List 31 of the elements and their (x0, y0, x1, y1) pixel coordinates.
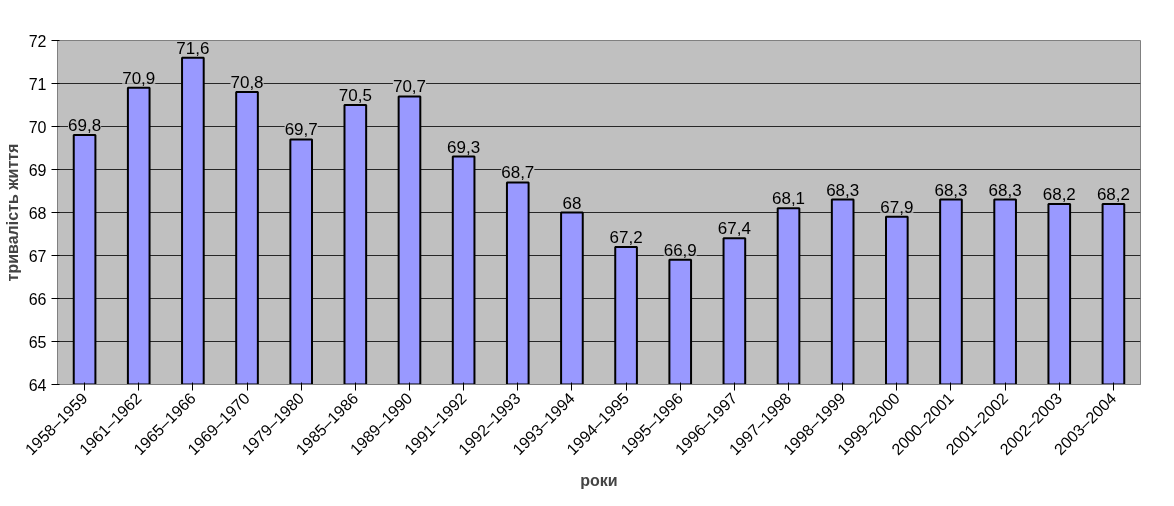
y-tick-label: 68 (28, 204, 47, 222)
data-label: 71,6 (176, 38, 210, 58)
data-label: 67,2 (609, 227, 643, 247)
data-label: 68,3 (826, 180, 860, 200)
x-axis-title: роки (580, 472, 618, 490)
y-tick-label: 65 (28, 333, 47, 351)
data-label: 68 (562, 193, 582, 213)
data-label: 70,5 (338, 86, 372, 105)
data-label: 68,3 (988, 180, 1022, 200)
data-label: 69,8 (68, 116, 102, 136)
data-label: 70,7 (392, 77, 427, 97)
data-label: 68,2 (1042, 184, 1076, 204)
data-label: 68,7 (501, 163, 535, 183)
data-label: 66,9 (663, 240, 697, 260)
y-tick-label: 64 (28, 376, 47, 394)
data-label: 68,3 (934, 180, 968, 200)
data-label: 70,9 (122, 68, 156, 88)
data-label: 68,2 (1096, 184, 1130, 204)
data-label: 69,3 (447, 137, 481, 157)
data-label: 69,7 (284, 120, 318, 140)
data-label: 68,1 (771, 189, 806, 209)
y-tick-label: 71 (28, 75, 47, 93)
y-tick-label: 69 (28, 161, 47, 179)
y-tick-label: 72 (28, 32, 47, 50)
y-tick-label: 67 (28, 247, 47, 265)
data-label: 67,9 (880, 197, 914, 217)
data-label: 67,4 (717, 219, 751, 239)
data-label: 70,8 (230, 73, 264, 93)
y-tick-label: 66 (28, 290, 47, 308)
y-axis-title: тривалість життя (3, 143, 21, 282)
y-tick-label: 70 (28, 118, 47, 136)
